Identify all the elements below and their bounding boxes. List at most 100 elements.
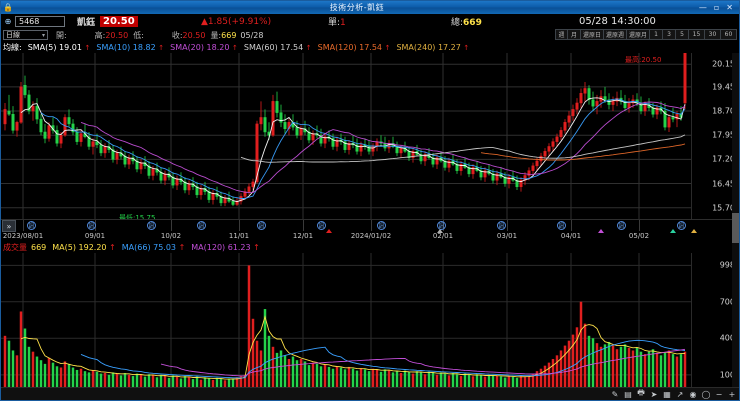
price-tick-2: 18.70 <box>712 106 735 116</box>
timeframe-button-還原週[interactable]: 還原週 <box>603 29 627 40</box>
circle-icon[interactable]: ◯ <box>701 389 711 399</box>
date-tick-6: 02/01 <box>432 232 454 240</box>
printer-icon[interactable]: 🖶 <box>637 388 645 397</box>
plus-icon[interactable]: + <box>728 389 736 399</box>
news-marker-0[interactable]: 訊 <box>27 221 36 230</box>
timeframe-button-15[interactable]: 15 <box>689 29 705 40</box>
minus-icon[interactable]: − <box>715 389 723 399</box>
timeframe-button-60[interactable]: 60 <box>721 29 737 40</box>
ohlc-label: 低: <box>133 30 144 40</box>
last-price: 20.50 <box>100 16 138 27</box>
price-tick-1: 19.45 <box>712 82 735 92</box>
volume-tick-0: 998 <box>719 260 735 270</box>
news-marker-4[interactable]: 訊 <box>257 221 266 230</box>
news-marker-1[interactable]: 訊 <box>87 221 96 230</box>
lock-icon: 🔒 <box>3 3 13 12</box>
volume-ma-item-2: MA(120) 61.23 ↑ <box>191 243 260 252</box>
ma-arrow-icon: ↑ <box>109 243 116 252</box>
news-marker-3[interactable]: 訊 <box>197 221 206 230</box>
ma-legend: 均線: SMA(5) 19.01 ↑ SMA(10) 18.82 ↑ SMA(20)… <box>1 42 739 53</box>
volume-chart-svg <box>1 253 691 387</box>
event-marker-4[interactable] <box>691 229 697 233</box>
ma-arrow-icon: ↑ <box>463 44 470 52</box>
event-marker-1[interactable] <box>437 229 443 233</box>
price-chart-svg <box>1 53 691 219</box>
ohlc-value: 20.50 <box>182 30 206 40</box>
timeframe-button-30[interactable]: 30 <box>705 29 721 40</box>
volume-chart[interactable] <box>1 253 691 387</box>
price-chart[interactable]: 最高:20.50 最低:15.75 <box>1 53 691 222</box>
period-select[interactable]: 日線 ▾ <box>3 30 48 40</box>
volume-legend: 成交量 669 MA(5) 192.20 ↑ MA(66) 75.03 ↑ MA(1… <box>1 242 739 253</box>
price-axis: 20.15 19.45 18.70 17.95 17.20 16.45 15.70 <box>691 53 739 219</box>
chevron-down-icon: ▾ <box>41 31 45 39</box>
expander-button[interactable]: » <box>2 220 16 232</box>
minimize-button[interactable]: — <box>698 3 707 12</box>
ohlc-value: 20.50 <box>105 30 129 40</box>
quote-header: ⊕ 凱鈺 20.50 ▲1.85(+9.91%) 單:1 總:669 05/28… <box>1 14 739 29</box>
vertical-scrollbar[interactable] <box>732 53 739 387</box>
date-separator <box>303 220 304 231</box>
news-marker-11[interactable]: 訊 <box>677 221 686 230</box>
ma-arrow-icon: ↑ <box>231 44 238 52</box>
date-tick-9: 05/02 <box>628 232 650 240</box>
event-marker-3[interactable] <box>670 229 676 233</box>
ticker-input[interactable] <box>15 16 65 27</box>
grid-icon[interactable]: ▦ <box>663 389 671 399</box>
fibonacci-icon[interactable]: ↗ <box>676 389 684 399</box>
ohlc-item-0: 開:18.95 <box>56 30 90 41</box>
drawing-toolbar: ✎ ▤ 🖶 ➤ ▦ ↗ ◉ ◯ − + <box>1 387 739 400</box>
timeframe-button-還原月[interactable]: 還原月 <box>626 29 650 40</box>
ohlc-item-4: 量:669 <box>210 30 236 41</box>
news-marker-8[interactable]: 訊 <box>497 221 506 230</box>
ohlc-label: 收: <box>171 30 183 40</box>
ma-arrow-icon: ↑ <box>158 44 165 52</box>
ohlc-date: 05/28 <box>240 30 264 40</box>
event-marker-2[interactable] <box>598 229 604 233</box>
timeframe-button-3[interactable]: 3 <box>663 29 676 40</box>
date-axis: » 2023/08/01 09/01 10/02 11/01 12/01 2024/01/… <box>1 219 739 241</box>
price-tick-5: 16.45 <box>712 179 735 189</box>
volume-tick-1: 700 <box>719 297 735 307</box>
ma-legend-item-4: SMA(120) 17.54 ↑ <box>317 43 391 52</box>
note-icon[interactable]: ▤ <box>624 389 632 399</box>
low-annotation: 最低:15.75 <box>119 214 156 222</box>
volume-axis: 998 700 400 100 <box>691 253 739 387</box>
ohlc-values: 開:18.95 高:20.50 低:18.75 收:20.50 量:669 <box>56 30 236 41</box>
news-marker-6[interactable]: 訊 <box>377 221 386 230</box>
timeframe-buttons: 週月還原日 還原週 還原月 1 3 5 15 30 60 <box>554 29 737 40</box>
ma-arrow-icon: ↑ <box>178 243 186 252</box>
news-marker-5[interactable]: 訊 <box>317 221 326 230</box>
total-value: 669 <box>463 18 482 28</box>
ma-arrow-icon: ↑ <box>305 44 312 52</box>
news-marker-10[interactable]: 訊 <box>617 221 626 230</box>
volume-tick-2: 400 <box>719 333 735 343</box>
window-title: 技術分析-凱鈺 <box>329 3 385 12</box>
volume-ma-item-1: MA(66) 75.03 ↑ <box>121 243 186 252</box>
ma-legend-item-1: SMA(10) 18.82 ↑ <box>96 43 165 52</box>
timeframe-button-1[interactable]: 1 <box>650 29 663 40</box>
timeframe-button-月[interactable]: 月 <box>567 29 581 40</box>
date-tick-0: 2023/08/01 <box>2 232 44 240</box>
vertical-scroll-thumb[interactable] <box>732 213 739 243</box>
high-annotation: 最高:20.50 <box>625 56 662 64</box>
news-marker-9[interactable]: 訊 <box>557 221 566 230</box>
date-tick-1: 09/01 <box>84 232 106 240</box>
eye-icon[interactable]: ◉ <box>689 389 697 399</box>
price-change: ▲1.85(+9.91%) <box>201 16 272 27</box>
cursor-icon[interactable]: ➤ <box>650 389 658 399</box>
maximize-button[interactable]: ▫ <box>713 3 720 12</box>
timeframe-button-還原日[interactable]: 還原日 <box>580 29 604 40</box>
date-tick-8: 04/01 <box>560 232 582 240</box>
event-marker-0[interactable] <box>326 229 332 233</box>
volume-ma-items: MA(5) 192.20 ↑ MA(66) 75.03 ↑ MA(120) 61.2… <box>46 243 260 252</box>
timeframe-button-5[interactable]: 5 <box>676 29 689 40</box>
ohlc-label: 高: <box>94 30 106 40</box>
ohlc-item-2: 低:18.75 <box>133 30 167 41</box>
ohlc-label: 量: <box>210 30 222 40</box>
close-button[interactable]: ✕ <box>726 3 733 12</box>
pencil-icon[interactable]: ✎ <box>611 389 619 399</box>
timeframe-button-週[interactable]: 週 <box>554 29 568 40</box>
news-marker-2[interactable]: 訊 <box>147 221 156 230</box>
